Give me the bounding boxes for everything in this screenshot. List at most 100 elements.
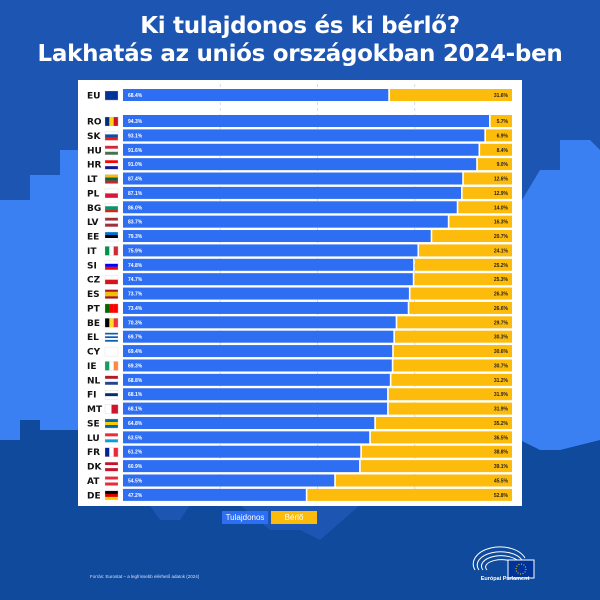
- value-label-owner-RO: 94.3%: [128, 119, 143, 125]
- flag-stripe: [105, 291, 118, 295]
- bar-owner-ES: [123, 287, 409, 300]
- category-label-SK: SK: [87, 132, 101, 142]
- title-line-2: Lakhatás az uniós országokban 2024-ben: [37, 41, 563, 67]
- value-label-owner-AT: 54.5%: [128, 479, 143, 485]
- flag-stripe: [109, 361, 114, 371]
- flag-border: [104, 461, 119, 472]
- bar-tenant-NL: [391, 373, 512, 386]
- flag-stripe: [105, 131, 118, 135]
- bar-owner-EE: [123, 230, 431, 243]
- flag-stripe: [105, 338, 118, 340]
- flag-border: [104, 289, 119, 299]
- flag-stripe: [105, 424, 118, 429]
- bar-owner-EU: [123, 89, 389, 101]
- flag-stripe: [105, 235, 118, 239]
- bar-tenant-IT: [419, 244, 512, 257]
- flag-stripe: [105, 275, 118, 280]
- flag-stripe: [105, 318, 110, 328]
- category-label-PT: PT: [87, 304, 101, 314]
- category-label-CZ: CZ: [87, 276, 101, 286]
- flag-stripe: [105, 246, 110, 256]
- flag-border: [104, 275, 119, 285]
- legend-tenant: Bérlő: [271, 511, 317, 524]
- value-label-owner-DE: 47.2%: [128, 493, 143, 499]
- flag-stripe: [113, 246, 119, 256]
- flag-HU-icon: [104, 145, 119, 155]
- flag-stripe: [105, 393, 118, 397]
- category-label-FI: FI: [87, 391, 97, 401]
- bar-owner-SK: [123, 129, 485, 142]
- chart-title: Ki tulajdonos és ki bérlő? Lakhatás az u…: [0, 12, 600, 68]
- value-label-owner-HU: 91.6%: [128, 148, 143, 154]
- flag-border: [104, 174, 119, 184]
- flag-IE-icon: [104, 361, 119, 371]
- value-label-tenant-PT: 26.6%: [494, 306, 509, 312]
- flag-stripe: [113, 318, 119, 328]
- bar-owner-NL: [123, 373, 390, 386]
- skyline-left: [0, 150, 78, 520]
- flag-SK-icon: [104, 131, 119, 141]
- bar-tenant-RO: [490, 115, 512, 127]
- flag-stripe: [105, 482, 118, 486]
- flag-stripe: [105, 263, 118, 267]
- bar-tenant-FR: [361, 445, 512, 458]
- flag-stripe: [105, 206, 118, 210]
- flag-border: [104, 217, 119, 227]
- category-label-IT: IT: [87, 247, 97, 257]
- bar-owner-IT: [123, 244, 418, 257]
- flag-stripe: [105, 490, 118, 494]
- flag-LT-icon: [104, 174, 119, 184]
- bar-owner-PT: [123, 301, 408, 314]
- flag-border: [104, 346, 119, 357]
- bar-owner-HR: [123, 158, 477, 171]
- value-label-owner-CY: 69.4%: [128, 349, 143, 355]
- value-label-tenant-LT: 12.6%: [494, 177, 509, 183]
- bar-tenant-EU: [389, 89, 512, 101]
- bar-tenant-EE: [432, 230, 512, 243]
- skyline-bottom: [0, 420, 600, 600]
- value-label-owner-LV: 83.7%: [128, 220, 143, 226]
- flag-border: [104, 318, 119, 328]
- flag-stripe: [105, 390, 118, 394]
- flag-stripe: [105, 347, 118, 357]
- value-label-owner-SE: 64.8%: [128, 421, 143, 427]
- value-label-owner-EU: 68.4%: [128, 93, 143, 99]
- bar-owner-IE: [123, 359, 392, 372]
- category-label-EE: EE: [87, 233, 99, 243]
- flag-stripe: [105, 493, 118, 497]
- value-label-owner-DK: 60.9%: [128, 464, 143, 470]
- value-label-tenant-PL: 12.9%: [494, 191, 509, 197]
- flag-stripe: [105, 163, 118, 167]
- value-label-tenant-IT: 24.1%: [494, 248, 509, 254]
- value-label-owner-IT: 75.9%: [128, 248, 143, 254]
- flag-border: [104, 188, 119, 199]
- value-label-tenant-FR: 38.8%: [494, 450, 509, 456]
- flag-stripe: [109, 246, 114, 256]
- flag-border: [104, 260, 119, 270]
- flag-border: [104, 390, 119, 400]
- flag-CZ-icon: [104, 275, 119, 285]
- category-label-RO: RO: [87, 118, 102, 128]
- flag-BE-icon: [104, 318, 119, 328]
- flag-stripe: [105, 476, 118, 480]
- bar-owner-DK: [123, 460, 360, 473]
- category-label-ES: ES: [87, 290, 100, 300]
- value-label-tenant-BG: 14.0%: [494, 205, 509, 211]
- category-label-SI: SI: [87, 261, 97, 271]
- flag-stripe: [105, 303, 110, 313]
- flag-stripe: [105, 294, 118, 297]
- bar-tenant-MT: [388, 402, 512, 415]
- flag-stripe: [105, 134, 118, 138]
- value-label-tenant-EU: 31.6%: [494, 93, 509, 99]
- value-label-owner-ES: 73.7%: [128, 292, 143, 298]
- category-label-DE: DE: [87, 491, 101, 501]
- value-label-tenant-NL: 31.2%: [494, 378, 509, 384]
- category-label-HU: HU: [87, 146, 102, 156]
- category-label-IE: IE: [87, 362, 97, 372]
- skyline-right: [522, 140, 600, 520]
- flag-stripe: [105, 91, 118, 101]
- value-label-owner-IE: 69.3%: [128, 363, 143, 369]
- bar-tenant-SI: [414, 258, 512, 271]
- flag-stripe: [105, 433, 118, 437]
- category-label-EL: EL: [87, 333, 99, 343]
